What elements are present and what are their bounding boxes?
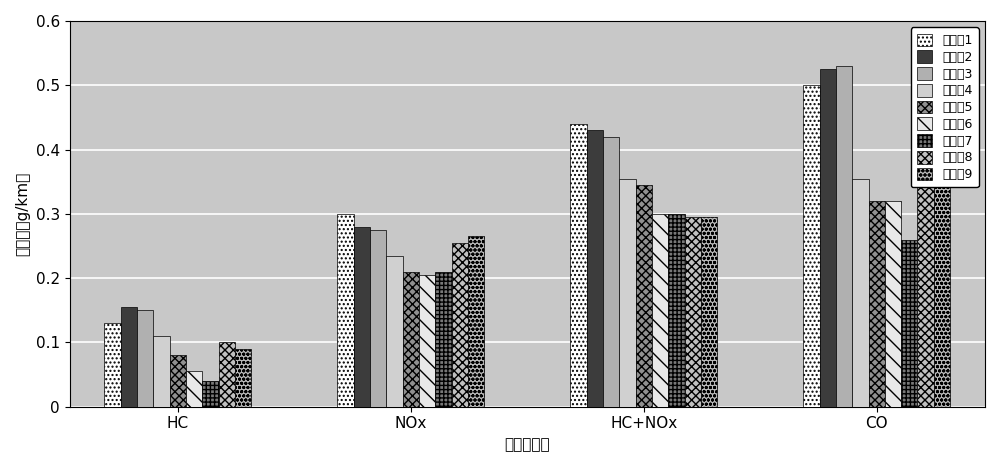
Bar [468, 236, 484, 407]
Bar [587, 130, 603, 407]
Legend: 实施例1, 实施例2, 实施例3, 实施例4, 实施例5, 实施例6, 实施例7, 实施例8, 实施例9: 实施例1, 实施例2, 实施例3, 实施例4, 实施例5, 实施例6, 实施例7… [911, 27, 979, 187]
Bar [636, 185, 652, 407]
Bar [104, 323, 121, 407]
Bar [153, 336, 170, 407]
Bar [235, 349, 251, 407]
Bar [435, 272, 452, 407]
Bar [917, 149, 934, 407]
Bar [370, 230, 386, 407]
Bar [219, 342, 235, 407]
Bar [386, 255, 403, 407]
Y-axis label: 排放量（g/km）: 排放量（g/km） [15, 172, 30, 256]
Bar [685, 217, 701, 407]
Bar [202, 381, 219, 407]
Bar [419, 275, 435, 407]
Bar [701, 217, 717, 407]
X-axis label: 污染物种类: 污染物种类 [504, 437, 550, 452]
Bar [170, 355, 186, 407]
Bar [885, 201, 901, 407]
Bar [337, 214, 354, 407]
Bar [619, 178, 636, 407]
Bar [901, 240, 917, 407]
Bar [121, 307, 137, 407]
Bar [603, 137, 619, 407]
Bar [186, 371, 202, 407]
Bar [452, 243, 468, 407]
Bar [820, 69, 836, 407]
Bar [803, 85, 820, 407]
Bar [869, 201, 885, 407]
Bar [836, 66, 852, 407]
Bar [934, 111, 950, 407]
Bar [652, 214, 668, 407]
Bar [668, 214, 685, 407]
Bar [852, 178, 869, 407]
Bar [570, 124, 587, 407]
Bar [354, 226, 370, 407]
Bar [403, 272, 419, 407]
Bar [137, 310, 153, 407]
